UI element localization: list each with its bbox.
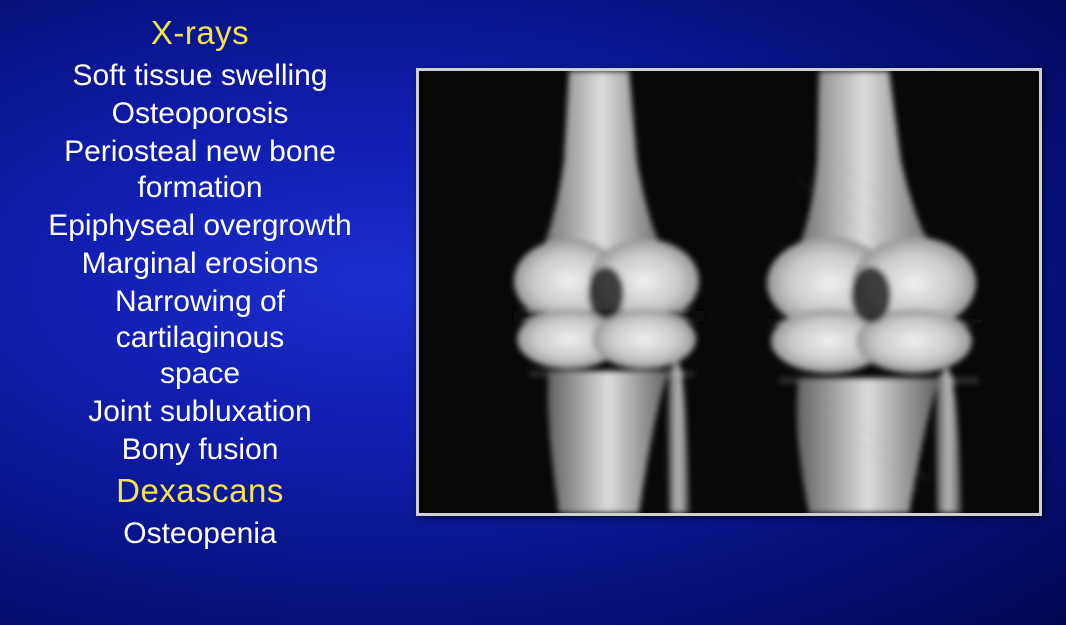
list-item-line: cartilaginous: [116, 321, 284, 354]
list-item: Osteopenia: [0, 516, 400, 552]
text-column: X-rays Soft tissue swelling Osteoporosis…: [0, 0, 400, 625]
list-item-line: formation: [137, 171, 262, 204]
list-item: Narrowing of cartilaginous space: [0, 284, 400, 392]
list-item: Periosteal new bone formation: [0, 134, 400, 206]
list-item: Soft tissue swelling: [0, 58, 400, 94]
xray-image: [416, 68, 1042, 516]
list-item-line: Periosteal new bone: [64, 135, 336, 168]
list-item: Joint subluxation: [0, 394, 400, 430]
list-item-line: Narrowing of: [115, 285, 285, 318]
list-item-line: space: [160, 357, 240, 390]
list-item: Bony fusion: [0, 432, 400, 468]
section-heading-dexascans: Dexascans: [0, 472, 400, 510]
section-heading-xrays: X-rays: [0, 14, 400, 52]
list-item: Osteoporosis: [0, 96, 400, 132]
list-item: Epiphyseal overgrowth: [0, 208, 400, 244]
list-item: Marginal erosions: [0, 246, 400, 282]
slide-root: X-rays Soft tissue swelling Osteoporosis…: [0, 0, 1066, 625]
